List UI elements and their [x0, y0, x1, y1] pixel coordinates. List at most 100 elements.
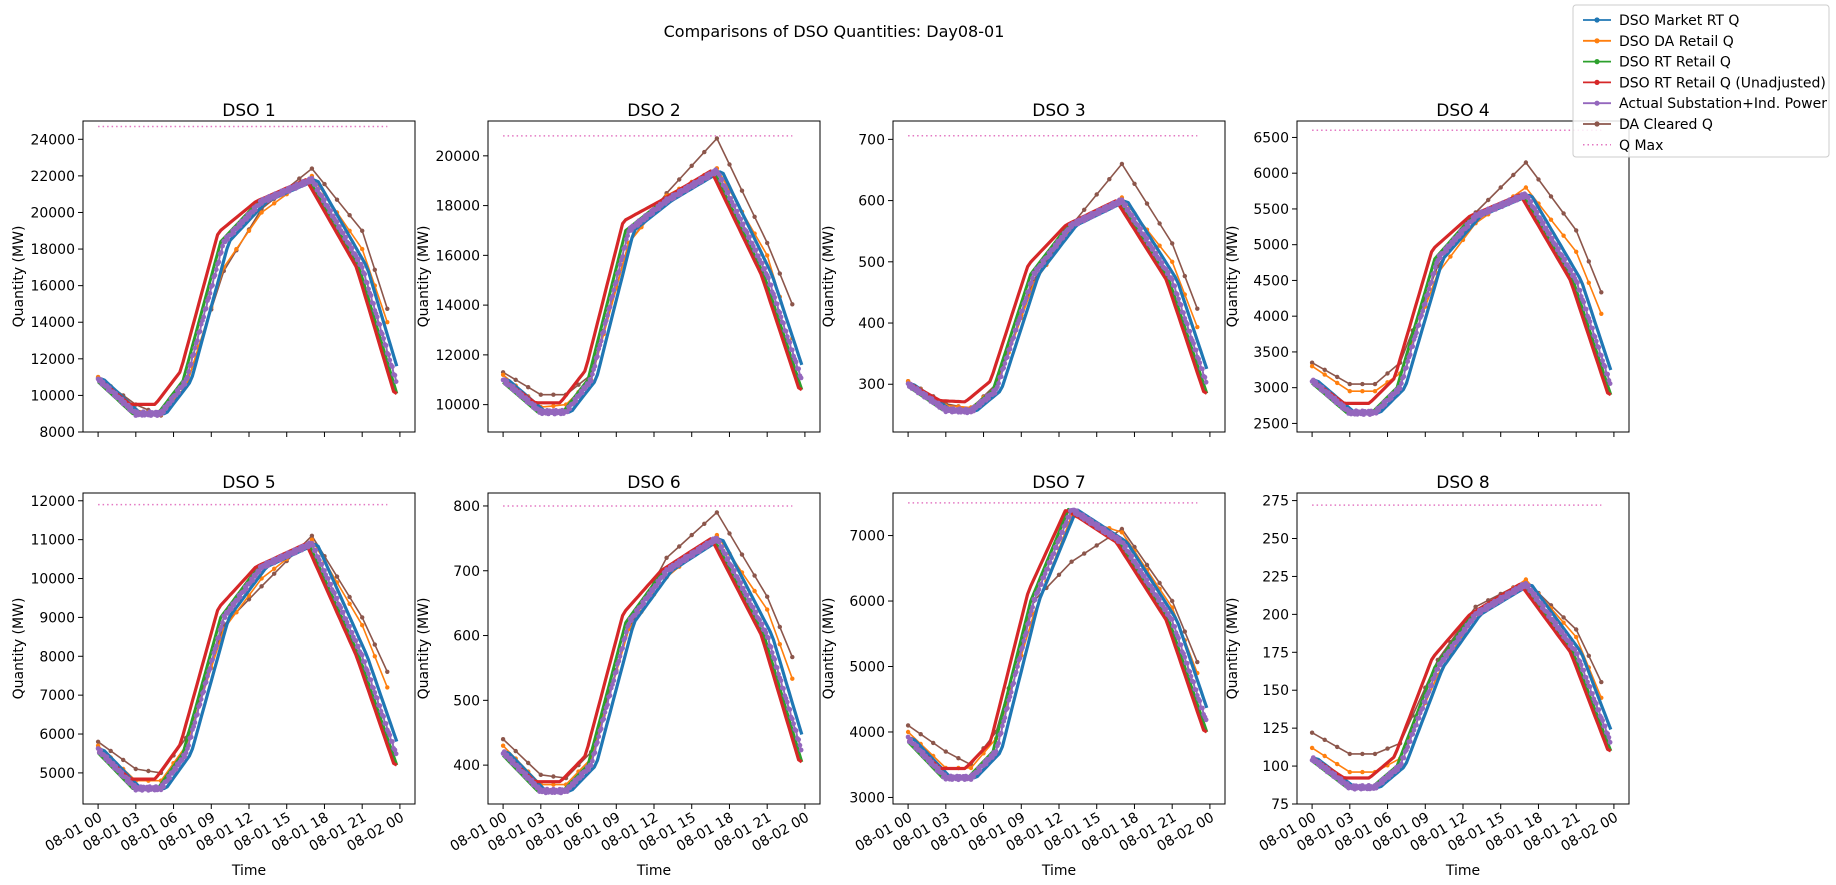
series-actual-substation-power-point: [378, 708, 384, 714]
series-actual-substation-power-point: [1456, 636, 1462, 642]
subplot-title: DSO 1: [222, 101, 275, 121]
series-actual-substation-power-point: [586, 382, 591, 388]
series-actual-substation-power-point: [1148, 583, 1154, 589]
y-tick-label: 6000: [849, 594, 885, 610]
series-actual-substation-power-point: [1593, 338, 1599, 344]
series-actual-substation-power-point: [616, 658, 622, 664]
series-actual-substation-power: [500, 535, 804, 796]
series-actual-substation-power-point: [359, 652, 365, 658]
series-actual-substation-power-point: [392, 747, 398, 753]
series-actual-substation-power-point: [1596, 707, 1602, 713]
legend-marker: [1594, 100, 1600, 106]
legend-marker: [1594, 79, 1600, 85]
series-da-cleared-q-point: [1599, 290, 1604, 295]
series-actual-substation-power-point: [778, 678, 784, 683]
series-actual-substation-power-point: [1051, 551, 1057, 556]
series-dso-da-retail-q-point: [1523, 577, 1529, 582]
series-dso-da-retail-q-point: [1347, 389, 1353, 394]
series-actual-substation-power-point: [728, 196, 734, 201]
series-actual-substation-power-point: [729, 564, 735, 569]
series-actual-substation-power-point: [992, 390, 998, 396]
subplot-2: DSO 2 Quantity (MW) 10000 12000 14000 16000 18…: [416, 101, 821, 437]
subplot-8: DSO 8 Quantity (MW) 75 100 125 150 175 200 225 25…: [1225, 473, 1630, 879]
series-actual-substation-power-point: [793, 359, 799, 365]
y-tick-label: 8000: [39, 425, 75, 441]
series-actual-substation-power-point: [337, 224, 342, 229]
series-actual-substation-power-point: [334, 595, 340, 601]
y-tick-label: 700: [858, 132, 885, 148]
series-actual-substation-power-point: [776, 671, 781, 677]
series-actual-substation-power-point: [347, 242, 352, 247]
series-da-cleared-q: [905, 161, 1200, 411]
series-actual-substation-power-point: [762, 266, 768, 271]
series-actual-substation-power-point: [781, 686, 786, 691]
series-actual-substation-power-point: [313, 182, 319, 188]
subplot-title: DSO 5: [222, 473, 275, 493]
y-axis-label: Quantity (MW): [11, 598, 27, 700]
series-actual-substation-power-point: [1011, 680, 1017, 686]
series-actual-substation-power-point: [161, 784, 166, 790]
series-actual-substation-power-point: [1532, 206, 1538, 212]
series-da-cleared-q-point: [752, 214, 757, 219]
series-actual-substation-power-point: [1596, 344, 1602, 350]
series-actual-substation-power-point: [362, 271, 368, 277]
legend-entry: DSO Market RT Q: [1583, 13, 1739, 29]
series-da-cleared-q-line: [502, 137, 794, 396]
series-da-cleared-q-point: [526, 760, 531, 766]
series-actual-substation-power-point: [1547, 612, 1553, 617]
series-actual-substation-power-point: [210, 657, 215, 663]
y-tick-label: 9000: [39, 610, 75, 626]
series-da-cleared-q-point: [1056, 572, 1062, 577]
series-actual-substation-power-point: [756, 253, 761, 259]
series-actual-substation-power-point: [1008, 689, 1014, 695]
axes-frame: [1296, 492, 1630, 805]
series-actual-substation-power-point: [608, 685, 614, 691]
series-actual-substation-power-point: [532, 402, 537, 408]
series-actual-substation-power-point: [784, 699, 790, 705]
y-tick-label: 4000: [1253, 309, 1289, 325]
series-actual-substation-power-point: [1593, 701, 1599, 706]
series-actual-substation-power-point: [592, 750, 598, 756]
series-actual-substation-power-point: [1169, 616, 1175, 622]
y-tick-label: 7000: [39, 688, 75, 704]
series-dso-da-retail-q-point: [1548, 217, 1554, 222]
series-da-cleared-q: [905, 526, 1200, 767]
plot-area: [905, 502, 1209, 783]
legend-entry: DSO DA Retail Q: [1583, 34, 1734, 50]
series-actual-substation-power-point: [1450, 241, 1456, 247]
y-tick-label: 14000: [30, 315, 75, 331]
y-tick-label: 11000: [30, 533, 75, 549]
series-dso-da-retail-q-point: [347, 601, 352, 606]
series-actual-substation-power-point: [1547, 231, 1553, 237]
series-actual-substation-power-point: [1414, 330, 1419, 336]
series-actual-substation-power-point: [1319, 384, 1325, 390]
series-actual-substation-power-point: [1607, 381, 1613, 386]
series-da-cleared-q: [500, 136, 795, 397]
series-dso-da-retail-q-line: [907, 196, 1199, 409]
legend-label: Actual Substation+Ind. Power: [1619, 96, 1827, 112]
series-dso-da-retail-q-point: [1360, 769, 1365, 775]
series-da-cleared-q-point: [1347, 381, 1353, 387]
y-tick-label: 10000: [30, 388, 75, 404]
series-actual-substation-power-point: [654, 583, 659, 589]
series-actual-substation-power-point: [188, 734, 194, 740]
series-actual-substation-power-point: [1172, 283, 1178, 289]
axes-frame: [82, 120, 416, 433]
figure-title: Comparisons of DSO Quantities: Day08-01: [664, 22, 1005, 41]
y-tick-label: 7000: [849, 529, 885, 545]
series-actual-substation-power-point: [635, 609, 641, 615]
y-tick-label: 75: [1271, 797, 1289, 813]
series-actual-substation-power-point: [602, 709, 608, 715]
series-actual-substation-power-point: [344, 619, 350, 625]
legend-label: DSO DA Retail Q: [1619, 34, 1734, 50]
series-actual-substation-power-point: [182, 381, 188, 387]
plot-area: [1309, 504, 1613, 792]
series-da-cleared-q-point: [777, 624, 782, 630]
series-actual-substation-power-point: [605, 313, 610, 318]
series-da-cleared-q-point: [272, 571, 277, 576]
series-actual-substation-power-point: [1556, 246, 1561, 252]
series-dso-da-retail-q-point: [1523, 185, 1529, 190]
series-actual-substation-power-point: [1027, 612, 1033, 618]
series-dso-da-retail-q-point: [500, 743, 506, 748]
